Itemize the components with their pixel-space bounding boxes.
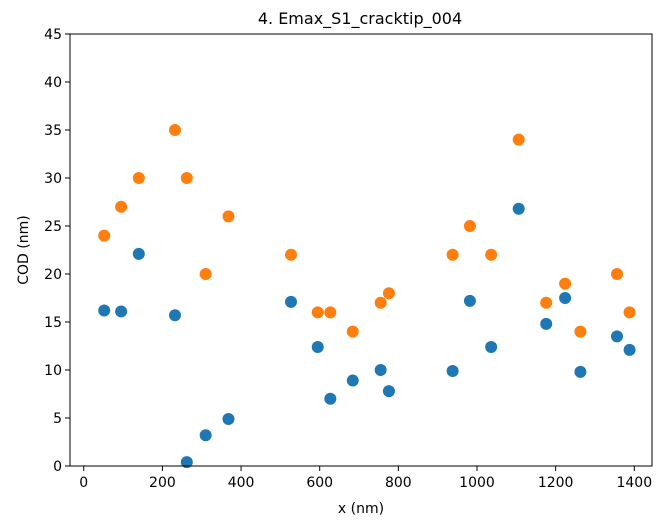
- data-point-series-1: [382, 385, 395, 398]
- data-point-series-1: [463, 294, 476, 307]
- x-tick-label: 1400: [616, 475, 652, 491]
- x-tick-label: 800: [385, 475, 412, 491]
- data-point-series-1: [199, 429, 212, 442]
- x-tick-label: 600: [306, 475, 333, 491]
- y-tick-label: 20: [44, 267, 62, 283]
- y-tick-label: 15: [44, 315, 62, 331]
- x-axis-label: x (nm): [338, 501, 384, 517]
- data-point-series-1: [540, 317, 553, 330]
- y-tick-label: 10: [44, 363, 62, 379]
- data-point-series-2: [285, 248, 298, 261]
- data-point-series-1: [98, 304, 111, 317]
- plot-frame: [69, 33, 653, 467]
- data-point-series-2: [115, 200, 128, 213]
- data-point-series-1: [311, 340, 324, 353]
- data-point-series-1: [324, 392, 337, 405]
- data-point-series-2: [98, 229, 111, 242]
- data-point-series-1: [346, 374, 359, 387]
- data-point-series-1: [446, 364, 459, 377]
- y-tick-label: 45: [44, 27, 62, 43]
- data-point-series-1: [285, 295, 298, 308]
- data-point-series-2: [180, 172, 193, 184]
- x-tick-label: 1200: [538, 475, 574, 491]
- data-point-series-1: [132, 247, 145, 260]
- data-point-series-1: [512, 202, 525, 215]
- data-point-series-1: [115, 305, 128, 318]
- y-tick-label: 35: [44, 123, 62, 139]
- data-point-series-2: [311, 306, 324, 319]
- y-tick-label: 0: [53, 459, 62, 475]
- data-point-series-1: [611, 330, 624, 343]
- data-point-series-2: [559, 277, 572, 290]
- data-point-series-2: [324, 306, 337, 319]
- data-point-series-2: [446, 248, 459, 261]
- data-point-series-1: [374, 364, 387, 376]
- data-point-series-1: [574, 365, 587, 378]
- y-axis-label: COD (nm): [16, 215, 32, 284]
- chart-title: 4. Emax_S1_cracktip_004: [258, 9, 462, 29]
- data-point-series-1: [623, 343, 636, 356]
- data-point-series-2: [374, 296, 387, 309]
- data-point-series-1: [168, 309, 181, 322]
- data-point-series-1: [485, 340, 498, 353]
- data-point-series-2: [512, 133, 525, 146]
- data-point-series-2: [222, 210, 235, 223]
- data-point-series-2: [346, 325, 359, 338]
- data-point-series-2: [485, 248, 498, 261]
- data-point-series-1: [180, 456, 193, 469]
- x-tick-label: 400: [228, 475, 255, 491]
- y-tick-label: 5: [53, 411, 62, 427]
- data-points: [98, 124, 636, 469]
- y-tick-label: 25: [44, 219, 62, 235]
- x-axis-ticks: 0 200 400 600 800 1000 1200 1400: [79, 466, 652, 491]
- data-point-series-1: [559, 292, 572, 304]
- data-point-series-2: [382, 287, 395, 300]
- y-tick-label: 30: [44, 171, 62, 187]
- data-point-series-2: [132, 172, 145, 184]
- data-point-series-2: [540, 296, 553, 309]
- data-point-series-1: [222, 412, 235, 425]
- data-point-series-2: [463, 220, 476, 232]
- x-tick-label: 1000: [459, 475, 495, 491]
- data-point-series-2: [199, 268, 212, 280]
- data-point-series-2: [574, 325, 587, 338]
- y-axis-ticks: 0 5 10 15 20 25 30 35 40 45: [44, 27, 70, 475]
- x-tick-label: 0: [79, 475, 88, 491]
- data-point-series-2: [623, 306, 636, 319]
- y-tick-label: 40: [44, 75, 62, 91]
- data-point-series-2: [168, 124, 181, 136]
- data-point-series-2: [611, 268, 624, 280]
- x-tick-label: 200: [149, 475, 176, 491]
